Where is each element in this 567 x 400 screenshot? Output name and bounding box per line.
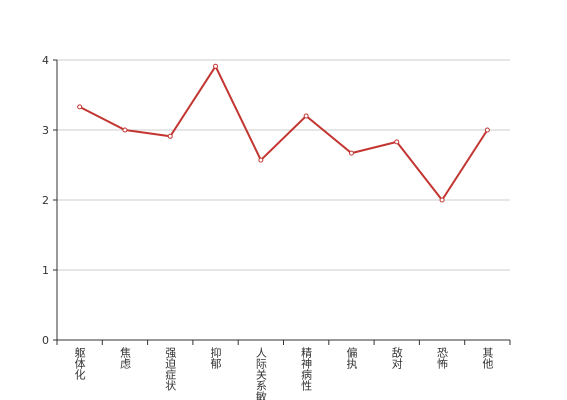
point — [77, 104, 83, 110]
point — [439, 197, 445, 203]
x-tick-label: 敌对 — [390, 346, 403, 369]
x-tick-label: 强迫症状 — [164, 347, 177, 391]
point — [394, 139, 400, 145]
x-tick-label: 躯体化 — [73, 347, 86, 381]
point — [348, 150, 354, 156]
point — [122, 127, 128, 133]
x-tick-label: 偏执 — [345, 346, 358, 370]
y-tick-label: 1 — [42, 264, 49, 277]
x-tick-label: 恐怖 — [436, 347, 449, 369]
point — [213, 63, 219, 69]
y-tick-label: 0 — [42, 334, 49, 347]
x-tick-label: 精神病性 — [300, 347, 313, 392]
y-tick-label: 3 — [42, 124, 49, 137]
line — [79, 64, 489, 202]
y-tick-label: 4 — [42, 54, 49, 67]
point — [303, 113, 309, 119]
point — [167, 133, 173, 139]
point — [258, 157, 264, 163]
x-tick-label: 抑郁 — [209, 346, 222, 369]
x-tick-label: 其他 — [481, 347, 494, 369]
y-tick-label: 2 — [42, 194, 49, 207]
x-tick-label: 焦虑 — [118, 347, 131, 369]
point — [484, 127, 490, 133]
x-tick-label: 人际关系敏感 — [254, 347, 267, 400]
